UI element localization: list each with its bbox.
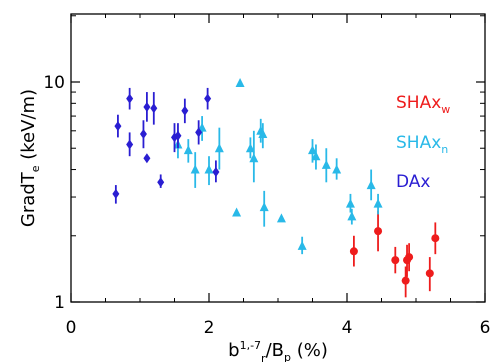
data-point	[150, 103, 158, 114]
data-point	[204, 93, 212, 104]
legend-entry-name: SHAx	[396, 133, 441, 153]
data-point	[349, 247, 358, 256]
data-point	[405, 253, 414, 262]
data-point	[174, 130, 182, 141]
legend-entry-name: SHAx	[396, 93, 441, 113]
data-point	[425, 269, 434, 278]
plot-frame	[70, 13, 486, 303]
legend-entry: SHAxn	[396, 133, 448, 156]
legend-entry-subscript: n	[441, 143, 448, 156]
x-axis-label-superscript: 1,-7	[240, 339, 261, 352]
x-axis-label-tail: (%)	[291, 340, 328, 361]
data-point	[373, 198, 383, 208]
data-point	[258, 129, 268, 139]
data-point	[190, 164, 200, 174]
y-axis-label-main: GradT	[18, 171, 39, 227]
data-point	[126, 93, 134, 104]
axis-ticks: 0 2 4 6 1 10	[43, 14, 490, 338]
legend-entry-name: DAx	[396, 172, 430, 192]
y-tick-label: 10	[43, 73, 65, 93]
data-point	[204, 164, 214, 174]
data-point	[345, 198, 355, 208]
data-point	[143, 101, 151, 112]
x-tick-label: 2	[204, 318, 215, 338]
axis-labels: b1,-7r/Bp (%) GradTe (keV/m)	[18, 89, 328, 362]
data-point	[214, 143, 224, 153]
y-axis-label-subscript: e	[29, 165, 42, 172]
x-axis-label-main: b	[228, 340, 239, 361]
data-point	[391, 256, 400, 265]
data-point	[235, 77, 245, 87]
data-point	[195, 127, 203, 138]
x-tick-label: 6	[480, 318, 491, 338]
y-axis-label: GradTe (keV/m)	[18, 89, 42, 227]
data-point	[126, 139, 134, 150]
y-axis-label-tail: (keV/m)	[18, 89, 39, 166]
data-point	[332, 164, 342, 174]
x-axis-label-mid: /B	[266, 340, 284, 361]
data-point	[321, 159, 331, 169]
data-point	[374, 227, 383, 236]
data-point	[232, 207, 242, 217]
legend-entry: DAx	[396, 172, 430, 192]
data-point	[276, 213, 286, 223]
data-point	[245, 143, 255, 153]
data-point	[347, 211, 357, 221]
data-point	[183, 145, 193, 155]
data-point	[212, 166, 220, 177]
data-point	[139, 129, 147, 140]
data-point	[249, 153, 259, 163]
data-point	[143, 153, 151, 164]
x-axis-label-subscript-2: p	[284, 351, 291, 362]
data-point	[311, 151, 321, 161]
data-point	[259, 202, 269, 212]
x-tick-label: 0	[66, 318, 77, 338]
data-point	[297, 240, 307, 250]
data-points	[112, 77, 440, 298]
y-tick-label: 1	[54, 293, 65, 313]
data-point	[181, 105, 189, 116]
legend-entry: SHAxw	[396, 93, 450, 116]
data-point	[114, 121, 122, 132]
x-tick-label: 4	[342, 318, 353, 338]
x-axis-label: b1,-7r/Bp (%)	[228, 339, 328, 362]
data-point	[308, 145, 317, 155]
data-point	[157, 177, 165, 188]
data-point	[401, 276, 410, 285]
data-point	[112, 188, 120, 199]
legend-entry-subscript: w	[441, 103, 450, 116]
x-axis-label-subscript: r	[261, 352, 266, 362]
data-point	[431, 234, 440, 243]
data-point	[366, 180, 376, 190]
